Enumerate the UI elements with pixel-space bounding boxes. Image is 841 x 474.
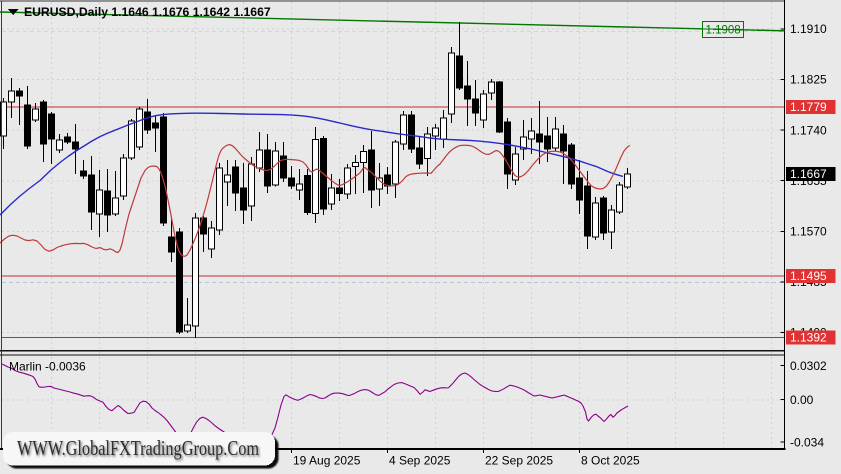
svg-text:WWW.GlobalFXTradingGroup.Com: WWW.GlobalFXTradingGroup.Com <box>17 436 259 460</box>
svg-text:8 Oct 2025: 8 Oct 2025 <box>581 454 640 468</box>
svg-text:1.1495: 1.1495 <box>790 269 827 283</box>
svg-text:1.1910: 1.1910 <box>790 22 827 36</box>
svg-text:4 Sep 2025: 4 Sep 2025 <box>389 454 451 468</box>
svg-text:1.1667: 1.1667 <box>790 167 827 181</box>
svg-text:1.1740: 1.1740 <box>790 123 827 137</box>
svg-text:1.1570: 1.1570 <box>790 225 827 239</box>
svg-text:1.1825: 1.1825 <box>790 73 827 87</box>
svg-text:EURUSD,Daily 1.1646 1.1676 1.: EURUSD,Daily 1.1646 1.1676 1.1642 1.1667 <box>24 5 271 19</box>
svg-text:WWW.GlobalFXTradingGroup.Com: WWW.GlobalFXTradingGroup.Com <box>18 437 260 461</box>
svg-text:0.00: 0.00 <box>790 393 814 407</box>
svg-text:19 Aug 2025: 19 Aug 2025 <box>293 454 361 468</box>
svg-text:22 Sep 2025: 22 Sep 2025 <box>485 454 553 468</box>
svg-text:0.0302: 0.0302 <box>790 359 827 373</box>
svg-text:1.1779: 1.1779 <box>790 100 827 114</box>
svg-text:Marlin -0.0036: Marlin -0.0036 <box>9 360 86 374</box>
svg-text:1.1908: 1.1908 <box>706 25 741 37</box>
svg-text:1.1392: 1.1392 <box>790 331 827 345</box>
svg-text:-0.034: -0.034 <box>790 435 824 449</box>
